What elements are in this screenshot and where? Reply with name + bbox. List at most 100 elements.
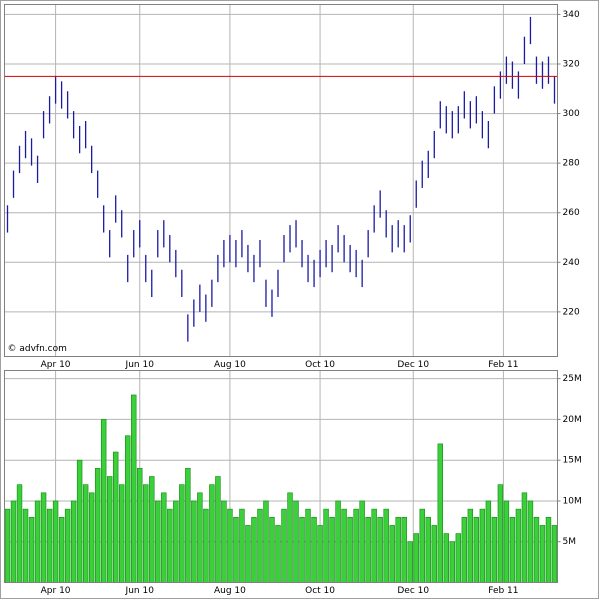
- volume-bar: [359, 500, 365, 583]
- volume-bar: [533, 516, 540, 583]
- volume-bar: [527, 500, 534, 583]
- volume-bar: [383, 508, 389, 583]
- volume-bar: [167, 508, 173, 583]
- volume-bar: [341, 508, 347, 583]
- y-tick-label: 15M: [563, 456, 582, 466]
- volume-bar: [311, 516, 317, 583]
- volume-bar: [443, 533, 450, 583]
- volume-bar: [125, 435, 131, 583]
- annotation: © advfn.com: [8, 344, 67, 354]
- volume-bar: [371, 508, 377, 583]
- x-tick-label: Oct 10: [305, 586, 335, 596]
- price-panel: 220 240 260 280 300 320 340 Apr 10 Jun 10 Aug 10 O…: [4, 4, 580, 370]
- volume-bar: [305, 508, 311, 583]
- y-tick-label: 5M: [563, 537, 577, 547]
- volume-bar: [239, 508, 245, 583]
- x-tick-label: Apr 10: [41, 360, 71, 370]
- volume-bar: [317, 525, 323, 583]
- volume-bar: [263, 500, 269, 583]
- volume-bar: [353, 508, 359, 583]
- volume-panel: 5M 10M 15M 20M 25M Apr 10 Jun 10 Aug 10 Oct 10 De…: [4, 370, 582, 596]
- volume-bar: [347, 516, 353, 583]
- volume-bar: [269, 516, 275, 583]
- volume-bar: [131, 394, 137, 583]
- volume-bar: [551, 525, 558, 583]
- volume-bar: [521, 492, 528, 583]
- volume-bar: [455, 533, 462, 583]
- volume-bar: [100, 419, 107, 583]
- volume-bar: [173, 500, 179, 583]
- volume-bar: [10, 500, 17, 583]
- x-tick-label: Feb 11: [488, 586, 518, 596]
- y-tick-label: 10M: [563, 496, 582, 506]
- x-tick-label: Aug 10: [214, 360, 246, 370]
- volume-bar: [545, 516, 552, 583]
- volume-bar: [437, 443, 443, 583]
- volume-bar: [389, 525, 395, 583]
- volume-bar: [491, 516, 498, 583]
- y-tick-label: 340: [563, 10, 580, 20]
- volume-bar: [467, 508, 474, 583]
- volume-bar: [58, 516, 65, 583]
- volume-bar: [209, 484, 215, 583]
- volume-bar: [197, 492, 203, 583]
- volume-bar: [287, 492, 293, 583]
- x-tick-label: Jun 10: [125, 360, 155, 370]
- volume-bar: [377, 516, 383, 583]
- volume-bar: [82, 484, 89, 583]
- volume-bar: [413, 533, 419, 583]
- volume-bar: [395, 516, 401, 583]
- volume-bar: [16, 484, 23, 583]
- y-tick-label: 260: [563, 208, 580, 218]
- volume-bar: [185, 468, 191, 583]
- x-tick-label: Aug 10: [214, 586, 246, 596]
- volume-bar: [233, 516, 239, 583]
- volume-bar: [179, 484, 185, 583]
- y-tick-label: 300: [563, 109, 580, 119]
- volume-bar: [143, 484, 149, 583]
- volume-bar: [485, 500, 492, 583]
- volume-bar: [257, 508, 263, 583]
- y-tick-label: 25M: [563, 374, 582, 384]
- volume-bar: [503, 500, 510, 583]
- y-tick-label: 220: [563, 307, 580, 317]
- x-tick-label: Dec 10: [397, 586, 429, 596]
- x-tick-label: Jun 10: [125, 586, 155, 596]
- volume-bar: [191, 500, 197, 583]
- volume-bar: [40, 492, 47, 583]
- volume-bar: [323, 508, 329, 583]
- volume-bar: [401, 516, 407, 583]
- volume-bar: [106, 476, 113, 583]
- volume-bar: [473, 516, 480, 583]
- volume-bar: [431, 525, 437, 583]
- y-tick-label: 240: [563, 258, 580, 268]
- volume-bar: [425, 516, 431, 583]
- volume-bar: [479, 508, 486, 583]
- volume-bar: [245, 525, 251, 583]
- volume-bar: [22, 508, 29, 583]
- volume-bar: [461, 516, 468, 583]
- volume-bar: [407, 541, 413, 583]
- volume-bar: [70, 500, 77, 583]
- volume-bar: [34, 500, 41, 583]
- volume-bar: [329, 516, 335, 583]
- x-tick-label: Apr 10: [41, 586, 71, 596]
- volume-bar: [28, 516, 35, 583]
- volume-bar: [52, 500, 59, 583]
- volume-bar: [497, 484, 504, 583]
- volume-bar: [94, 468, 101, 583]
- volume-bar: [419, 508, 425, 583]
- x-tick-label: Feb 11: [488, 360, 518, 370]
- volume-bar: [275, 525, 281, 583]
- volume-bar: [215, 476, 221, 583]
- volume-bar: [88, 492, 95, 583]
- volume-bar: [335, 500, 341, 583]
- volume-bar: [119, 484, 125, 583]
- volume-bar: [293, 500, 299, 583]
- volume-bar: [515, 508, 522, 583]
- y-tick-label: 20M: [563, 415, 582, 425]
- volume-bar: [539, 525, 546, 583]
- volume-bar: [203, 508, 209, 583]
- y-tick-label: 320: [563, 59, 580, 69]
